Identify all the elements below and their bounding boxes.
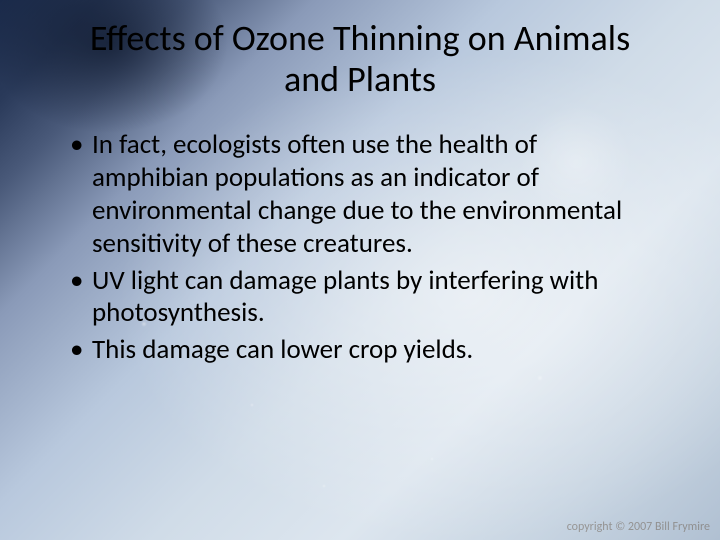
watermark-text: copyright © 2007 Bill Frymire [567,520,710,534]
slide-body: In fact, ecologists often use the health… [0,101,720,368]
bullet-item: UV light can damage plants by interferin… [64,265,656,331]
bullet-item: In fact, ecologists often use the health… [64,129,656,261]
slide-title: Effects of Ozone Thinning on Animals and… [0,0,720,101]
bullet-list: In fact, ecologists often use the health… [64,129,656,368]
bullet-item: This damage can lower crop yields. [64,334,656,367]
slide: Effects of Ozone Thinning on Animals and… [0,0,720,540]
